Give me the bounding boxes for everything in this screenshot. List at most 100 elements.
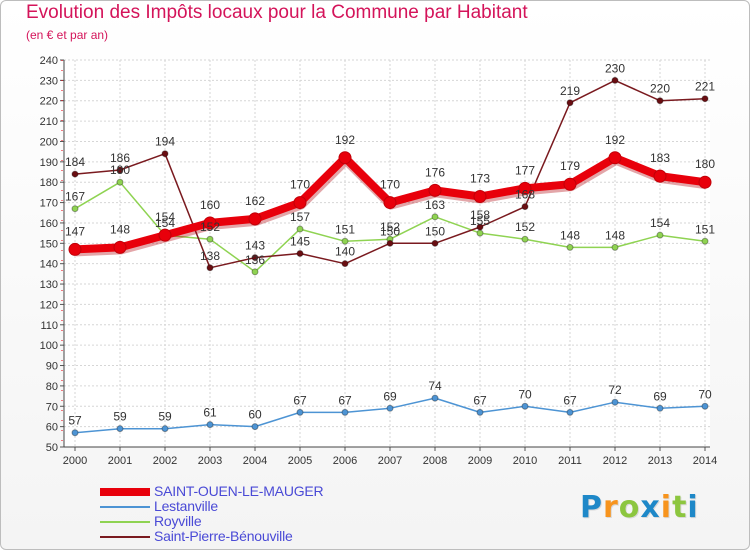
series-point-3	[611, 76, 619, 84]
data-label: 167	[65, 190, 85, 204]
data-label: 179	[560, 159, 580, 173]
series-point-3	[476, 223, 484, 231]
data-label: 170	[290, 178, 310, 192]
x-tick-label: 2006	[333, 455, 357, 467]
data-label: 220	[650, 82, 670, 96]
y-tick-label: 200	[40, 136, 58, 148]
y-tick-label: 220	[40, 96, 58, 108]
series-point-0	[68, 242, 82, 256]
data-label: 151	[695, 222, 715, 236]
data-label: 157	[290, 210, 310, 224]
data-label: 57	[68, 414, 82, 428]
proxiti-logo: Proxiti	[580, 490, 699, 525]
data-label: 60	[248, 408, 262, 422]
data-label: 145	[290, 235, 310, 249]
logo-letter: x	[640, 490, 661, 525]
series-point-3	[296, 250, 304, 257]
data-label: 138	[200, 249, 220, 263]
series-point-1	[566, 408, 574, 416]
data-label: 173	[470, 171, 490, 185]
x-tick-label: 2008	[423, 455, 447, 467]
logo-letter: i	[660, 490, 673, 525]
logo-letter: o	[618, 490, 641, 525]
data-label: 61	[203, 406, 217, 420]
data-label: 168	[515, 188, 535, 202]
series-point-0	[698, 175, 712, 189]
legend-label: Saint-Pierre-Bénouville	[154, 528, 293, 544]
series-point-0	[248, 212, 262, 226]
data-label: 140	[335, 245, 355, 259]
data-label: 69	[653, 389, 667, 403]
data-label: 67	[293, 393, 307, 407]
series-point-3	[701, 95, 709, 103]
x-tick-label: 2012	[603, 455, 627, 467]
series-point-0	[518, 181, 532, 195]
series-point-2	[206, 235, 214, 243]
data-label: 152	[380, 220, 400, 234]
data-label: 219	[560, 84, 580, 98]
y-tick-label: 50	[46, 442, 58, 454]
data-label: 70	[698, 387, 712, 401]
data-label: 154	[650, 216, 670, 230]
series-point-1	[341, 408, 349, 416]
series-point-3	[431, 239, 439, 247]
plot-area	[64, 60, 710, 447]
data-label: 221	[695, 80, 715, 94]
y-tick-label: 160	[40, 218, 58, 230]
data-label: 148	[605, 228, 625, 242]
data-label: 170	[380, 178, 400, 192]
data-label: 136	[245, 253, 265, 267]
y-tick-label: 110	[40, 320, 58, 332]
data-label: 70	[518, 387, 532, 401]
series-point-3	[521, 203, 529, 211]
series-point-0	[203, 216, 217, 230]
data-label: 186	[110, 151, 130, 165]
y-tick-label: 130	[40, 279, 58, 291]
series-point-1	[701, 402, 709, 410]
y-tick-label: 240	[40, 55, 58, 67]
data-label: 147	[65, 224, 85, 238]
series-point-2	[521, 235, 529, 243]
data-label: 69	[383, 389, 397, 403]
x-tick-label: 2001	[108, 455, 132, 467]
series-point-3	[116, 166, 124, 174]
series-point-1	[296, 408, 304, 416]
x-tick-label: 2011	[558, 455, 582, 467]
series-point-1	[656, 404, 664, 412]
series-point-1	[206, 421, 214, 429]
logo-letter: r	[603, 490, 619, 525]
series-point-3	[656, 97, 664, 105]
y-tick-label: 180	[40, 177, 58, 189]
y-tick-label: 140	[40, 259, 58, 271]
y-tick-label: 120	[40, 299, 58, 311]
series-point-2	[296, 225, 304, 233]
series-point-0	[473, 189, 487, 203]
series-point-3	[161, 150, 169, 158]
legend-swatch	[100, 521, 150, 523]
data-label: 151	[335, 222, 355, 236]
series-point-1	[476, 408, 484, 416]
y-tick-label: 80	[46, 381, 58, 393]
series-point-2	[251, 268, 259, 276]
y-tick-label: 230	[40, 75, 58, 87]
series-point-0	[158, 228, 172, 242]
data-label: 180	[110, 163, 130, 177]
data-label: 192	[335, 133, 355, 147]
chart-title: Evolution des Impôts locaux pour la Comm…	[26, 2, 528, 23]
series-point-0	[428, 183, 442, 197]
series-point-2	[71, 205, 79, 213]
logo-letter: t	[672, 490, 688, 525]
data-label: 72	[608, 383, 622, 397]
y-tick-label: 210	[40, 116, 58, 128]
x-tick-label: 2003	[198, 455, 222, 467]
y-tick-label: 90	[46, 361, 58, 373]
x-tick-label: 2013	[648, 455, 672, 467]
series-point-3	[341, 260, 349, 268]
x-tick-label: 2004	[243, 455, 267, 467]
logo-letter: P	[580, 490, 603, 525]
data-label: 230	[605, 61, 625, 75]
data-label: 67	[338, 393, 352, 407]
x-tick-label: 2007	[378, 455, 402, 467]
series-point-2	[431, 213, 439, 221]
